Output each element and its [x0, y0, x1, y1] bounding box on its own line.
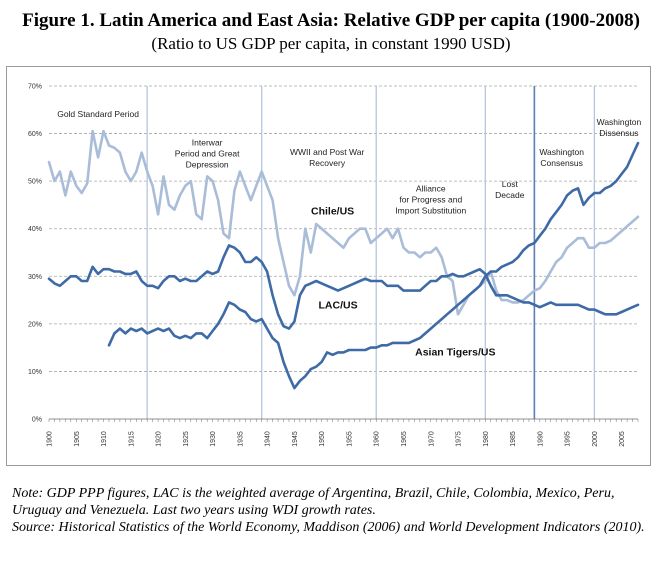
- y-tick-label: 20%: [28, 321, 42, 328]
- period-annotation: Washington Dissensus: [597, 117, 642, 138]
- y-tick-label: 50%: [28, 179, 42, 186]
- period-annotation: Lost Decade: [495, 179, 525, 200]
- x-tick-label: 1990: [537, 431, 544, 447]
- y-tick-label: 40%: [28, 226, 42, 233]
- x-tick-label: 1910: [101, 431, 108, 447]
- chart-frame: 0% 10% 20% 30% 40% 50% 60% 70% 1900 1905 1910 1915 1…: [6, 66, 651, 466]
- x-tick-label: 1920: [156, 431, 163, 447]
- period-annotation: Gold Standard Period: [57, 109, 139, 119]
- series-label-chile-us: Chile/US: [311, 205, 354, 217]
- x-tick-label: 2000: [592, 431, 599, 447]
- x-tick-label: 1900: [47, 431, 54, 447]
- figure-title: Figure 1. Latin America and East Asia: R…: [22, 10, 640, 31]
- x-tick-label: 2005: [619, 431, 626, 447]
- y-tick-label: 10%: [28, 369, 42, 376]
- x-tick-label: 1915: [128, 431, 135, 447]
- x-tick-label: 1970: [428, 431, 435, 447]
- x-tick-label: 1955: [346, 431, 353, 447]
- chart-border: [6, 66, 651, 466]
- x-tick-label: 1960: [374, 431, 381, 447]
- series-line-chile-us: [47, 129, 640, 316]
- series-label-lac-us: LAC/US: [318, 300, 357, 312]
- x-tick-label: 1925: [183, 431, 190, 447]
- y-tick-label: 30%: [28, 274, 42, 281]
- line-chart: 0% 10% 20% 30% 40% 50% 60% 70% 1900 1905 1910 1915 1…: [6, 66, 651, 466]
- x-tick-label: 1980: [483, 431, 490, 447]
- x-tick-label: 1985: [510, 431, 517, 447]
- x-tick-label: 1940: [265, 431, 272, 447]
- period-annotation: WWII and Post War Recovery: [290, 147, 364, 168]
- chart-note: Note: GDP PPP figures, LAC is the weight…: [12, 486, 615, 518]
- y-tick-label: 60%: [28, 131, 42, 138]
- x-tick-label: 1930: [210, 431, 217, 447]
- period-annotation: Washington Consensus: [539, 147, 584, 168]
- x-tick-label: 1965: [401, 431, 408, 447]
- figure-subtitle: (Ratio to US GDP per capita, in constant…: [151, 34, 511, 53]
- series-line-asian-tigers-us: [107, 141, 640, 390]
- period-annotation: Alliance for Progress and Import Substitut…: [395, 184, 466, 216]
- x-tick-label: 1950: [319, 431, 326, 447]
- x-tick-label: 1905: [74, 431, 81, 447]
- chart-source: Source: Historical Statistics of the Wor…: [12, 520, 645, 535]
- x-tick-label: 1945: [292, 431, 299, 447]
- x-tick-label: 1935: [237, 431, 244, 447]
- x-tick-label: 1995: [565, 431, 572, 447]
- series-line-lac-us: [47, 244, 640, 330]
- y-tick-label: 70%: [28, 84, 42, 91]
- period-annotation: Interwar Period and Great Depression: [175, 137, 240, 169]
- y-tick-label: 0%: [32, 417, 42, 424]
- series-label-asian-tigers-us: Asian Tigers/US: [415, 347, 495, 359]
- x-tick-label: 1975: [456, 431, 463, 447]
